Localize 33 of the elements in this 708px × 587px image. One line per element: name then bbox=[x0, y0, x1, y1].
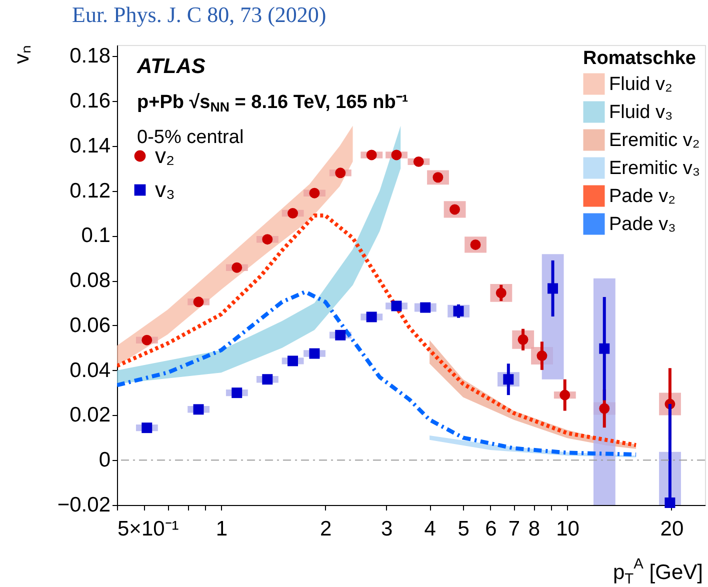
y-tick-label: 0.14 bbox=[70, 134, 111, 158]
y-axis-title: vₙ bbox=[10, 46, 34, 64]
legend-label: Eremitic v₂ bbox=[609, 130, 700, 151]
x-tick-label: 20 bbox=[660, 518, 684, 540]
x-tick-label: 7 bbox=[508, 518, 520, 540]
legend-label: Pade v₃ bbox=[609, 214, 676, 235]
x-tick-label: 10 bbox=[556, 518, 580, 540]
legend-label: v₃ bbox=[155, 177, 175, 202]
x-tick-label: 3 bbox=[380, 518, 393, 540]
y-tick-label: 0.16 bbox=[70, 90, 110, 113]
x-tick-label: 8 bbox=[528, 518, 540, 540]
x-tick-label: 2 bbox=[320, 518, 332, 540]
y-tick-label: 0.1 bbox=[81, 224, 110, 248]
legend-label: Fluid v₂ bbox=[609, 74, 672, 95]
legend-title: Romatschke bbox=[583, 48, 696, 69]
y-tick-label: 0.18 bbox=[70, 44, 110, 68]
legend-label: Eremitic v₃ bbox=[609, 158, 700, 179]
x-tick-label: 5 bbox=[458, 518, 470, 540]
y-tick-label: 0 bbox=[98, 448, 110, 472]
text: Eur. Phys. J. C 80, 73 (2020) bbox=[72, 2, 326, 27]
y-tick-label: 0.08 bbox=[70, 269, 110, 292]
y-tick-label: 0.02 bbox=[70, 404, 110, 427]
legend-label: Pade v₂ bbox=[609, 186, 676, 207]
x-tick-label: 6 bbox=[485, 518, 497, 540]
y-tick-label: 0.06 bbox=[70, 314, 110, 337]
annotation: ATLAS bbox=[136, 55, 206, 78]
x-tick-label: 4 bbox=[424, 518, 436, 540]
x-tick-label: 1 bbox=[216, 518, 228, 540]
x-tick-label: 5×10⁻¹ bbox=[118, 518, 179, 540]
y-tick-label: 0.04 bbox=[70, 358, 111, 382]
y-tick-label: 0.12 bbox=[70, 179, 110, 202]
legend-label: Fluid v₃ bbox=[609, 102, 673, 123]
y-tick-label: −0.02 bbox=[57, 494, 110, 516]
